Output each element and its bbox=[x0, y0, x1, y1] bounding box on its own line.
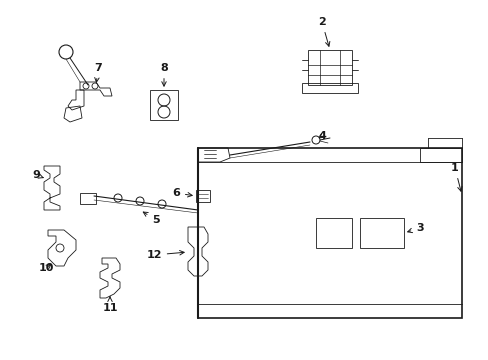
Text: 12: 12 bbox=[146, 250, 184, 260]
Text: 1: 1 bbox=[450, 163, 461, 191]
Text: 10: 10 bbox=[38, 263, 54, 273]
Text: 3: 3 bbox=[407, 223, 423, 233]
Text: 7: 7 bbox=[94, 63, 102, 82]
Text: 5: 5 bbox=[143, 212, 160, 225]
Text: 4: 4 bbox=[317, 131, 325, 141]
Text: 9: 9 bbox=[32, 170, 43, 180]
Text: 11: 11 bbox=[102, 297, 118, 313]
Text: 8: 8 bbox=[160, 63, 167, 86]
Text: 6: 6 bbox=[172, 188, 192, 198]
Text: 2: 2 bbox=[318, 17, 329, 46]
